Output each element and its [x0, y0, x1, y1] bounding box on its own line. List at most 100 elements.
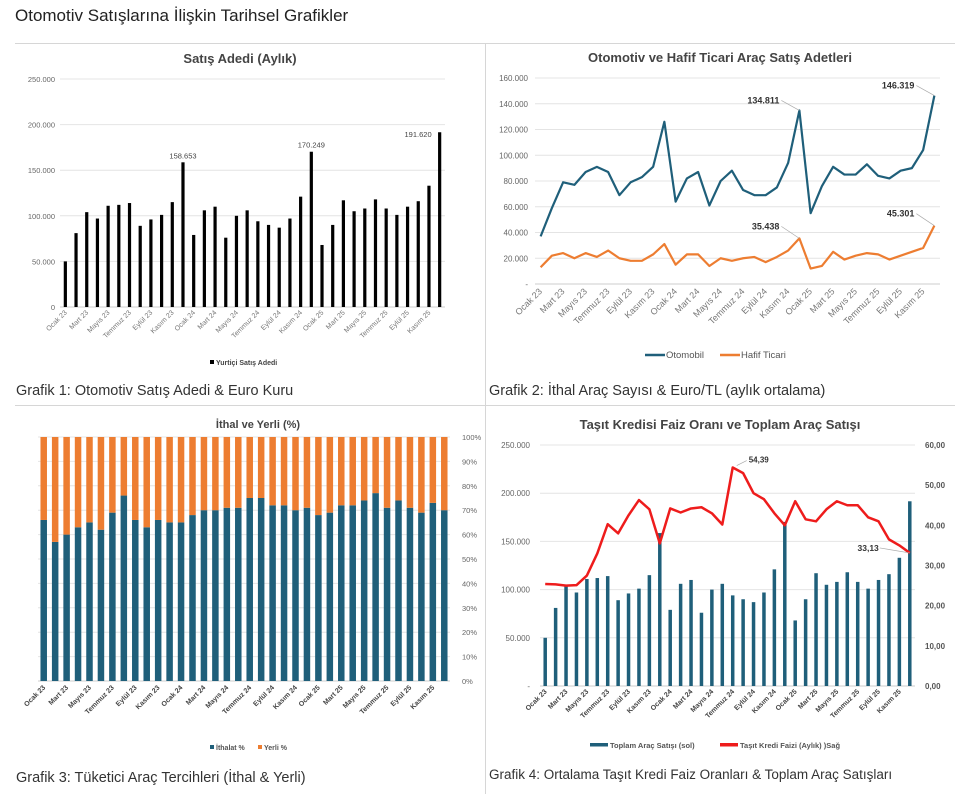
x-tick-label: Mart 24 [185, 684, 207, 706]
y-tick-label: 100.000 [501, 586, 530, 595]
bar [224, 237, 228, 307]
bar [668, 609, 672, 686]
bar [751, 602, 756, 686]
y2-tick-label: 0,00 [925, 682, 941, 691]
bar-yerli [383, 437, 391, 508]
y-tick-label: 200.000 [28, 121, 55, 130]
x-tick-label: Kasım 25 [407, 309, 433, 335]
y-tick-label: 90% [462, 457, 477, 466]
y2-tick-label: 20,00 [925, 602, 946, 611]
bar-yerli [97, 437, 105, 530]
x-tick-label: Ocak 23 [23, 684, 47, 708]
y-tick-label: 10% [462, 653, 477, 662]
data-label-leader [781, 226, 800, 239]
x-tick-label: Ocak 25 [298, 684, 322, 708]
data-label: 35.438 [752, 221, 780, 231]
bar [553, 607, 558, 686]
series-line-hafif-ticari [539, 225, 936, 270]
x-tick-label: Ocak 23 [513, 286, 544, 317]
bar [866, 588, 870, 686]
bar-ithalat [97, 529, 105, 681]
x-tick-label: Kasım 23 [150, 309, 176, 335]
x-tick-label: Kasım 23 [135, 684, 162, 711]
bar-yerli [109, 437, 116, 513]
bar-yerli [429, 437, 437, 503]
x-tick-label: Kasım 24 [278, 309, 304, 335]
y-tick-label: 200.000 [501, 489, 530, 498]
bar [908, 501, 912, 686]
bar [876, 579, 881, 686]
bar-ithalat [189, 515, 196, 681]
bar-yerli [372, 437, 379, 494]
bar-ithalat [109, 512, 116, 681]
bar [363, 208, 367, 307]
bar-ithalat [154, 519, 162, 681]
bar-yerli [349, 437, 356, 506]
series-line-otomobil [539, 95, 936, 237]
bar-ithalat [395, 500, 402, 681]
bar [438, 132, 442, 307]
y-tick-label: - [527, 682, 530, 691]
bar [772, 569, 777, 686]
bar [730, 595, 735, 686]
bar [299, 196, 303, 307]
caption-grafik-4: Grafik 4: Ortalama Taşıt Kredi Faiz Oran… [489, 767, 893, 782]
bar [897, 557, 902, 686]
bar [405, 206, 410, 307]
data-label: 191.620 [405, 130, 432, 139]
bar-ithalat [143, 527, 150, 681]
bar [266, 224, 271, 307]
legend-swatch [258, 745, 262, 749]
x-tick-label: Ocak 24 [650, 688, 674, 712]
bar [678, 583, 683, 686]
bar-ithalat [132, 519, 139, 681]
bar-ithalat [63, 534, 70, 681]
bar-ithalat [200, 510, 208, 681]
y-tick-label: 100.000 [499, 151, 528, 160]
y-tick-label: 50.000 [32, 257, 55, 266]
bar-yerli [315, 437, 322, 516]
bar [138, 225, 142, 307]
bar-ithalat [441, 510, 448, 681]
bar [192, 234, 196, 307]
chart-title: İthal ve Yerli (%) [216, 418, 301, 431]
bar [331, 224, 335, 307]
y-tick-label: 0 [51, 303, 55, 312]
y2-tick-label: 10,00 [925, 642, 946, 651]
x-tick-label: Ocak 23 [525, 688, 549, 712]
bar-ithalat [360, 500, 368, 681]
data-label-leader [879, 547, 910, 554]
y-tick-label: 160.000 [499, 74, 528, 83]
bar [309, 151, 313, 307]
data-label: 54,39 [749, 456, 770, 465]
bar [106, 205, 110, 307]
bar [213, 206, 217, 307]
data-label: 134.811 [747, 95, 779, 105]
bar-yerli [177, 437, 185, 523]
bar-ithalat [246, 498, 253, 681]
bar [605, 576, 610, 686]
bar [793, 620, 797, 686]
bar-ithalat [235, 507, 242, 681]
legend-label: Taşıt Kredi Faizi (Aylık) )Sağ [740, 741, 840, 750]
y2-tick-label: 40,00 [925, 521, 946, 530]
bar-ithalat [429, 502, 437, 681]
legend-label: İthalat % [216, 744, 246, 752]
bar-ithalat [166, 522, 173, 681]
bar-ithalat [86, 522, 93, 681]
x-tick-label: Mart 23 [48, 684, 70, 706]
y-tick-label: 60.000 [504, 203, 529, 212]
x-tick-label: Kasım 24 [272, 684, 299, 711]
bar [762, 592, 766, 686]
y-tick-label: 40% [462, 579, 477, 588]
data-label-leader [736, 460, 747, 466]
bar-yerli [257, 437, 265, 498]
bar-yerli [154, 437, 162, 520]
bar-ithalat [177, 522, 185, 681]
bar-ithalat [326, 512, 334, 681]
x-tick-label: Ocak 24 [161, 684, 185, 708]
y-tick-label: 40.000 [504, 229, 529, 238]
bar-ithalat [212, 510, 219, 681]
bar-yerli [189, 437, 196, 516]
bar-yerli [292, 437, 299, 511]
